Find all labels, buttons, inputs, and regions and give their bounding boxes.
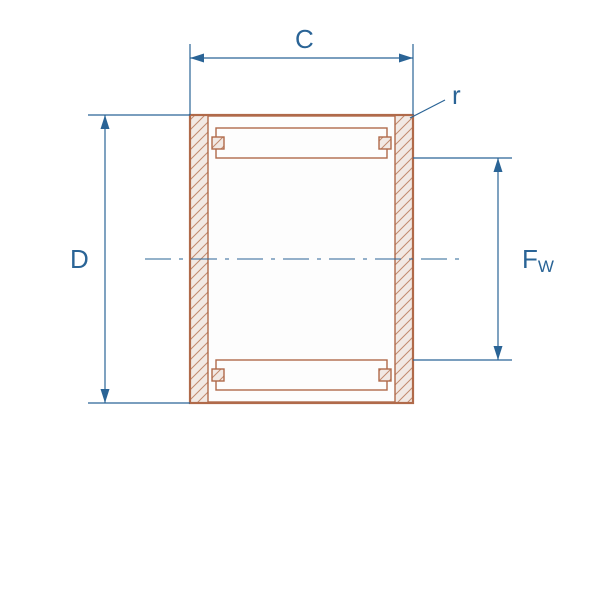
retainer-square: [212, 369, 224, 381]
leader-line-r: [410, 100, 445, 118]
roller-bottom: [216, 360, 387, 390]
dimension-label: C: [295, 24, 314, 54]
retainer-square: [212, 137, 224, 149]
arrowhead: [494, 158, 503, 172]
roller-top: [216, 128, 387, 158]
dimension-label: D: [70, 244, 89, 274]
arrowhead: [190, 54, 204, 63]
arrowhead: [399, 54, 413, 63]
bearing-cross-section-diagram: C D FW r: [0, 0, 600, 600]
arrowhead: [101, 115, 110, 129]
arrowhead: [101, 389, 110, 403]
dimension-label: FW: [522, 244, 554, 276]
arrowhead: [494, 346, 503, 360]
retainer-square: [379, 369, 391, 381]
dimension-label: r: [452, 80, 461, 110]
retainer-square: [379, 137, 391, 149]
